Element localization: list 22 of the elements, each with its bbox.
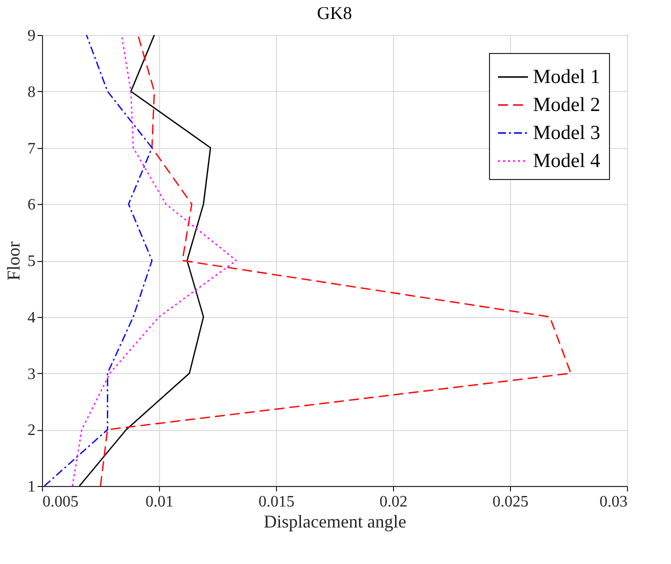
x-tick-label: 0.02	[380, 494, 408, 510]
x-tick-label: 0.005	[42, 494, 78, 510]
x-tick-label: 0.03	[600, 494, 628, 510]
legend-label: Model 3	[533, 122, 600, 144]
y-tick-label: 1	[28, 478, 36, 496]
legend-label: Model 1	[533, 66, 600, 88]
y-tick-label: 3	[28, 366, 36, 383]
y-tick-label: 6	[28, 196, 36, 214]
y-tick-label: 7	[28, 140, 36, 158]
y-tick-label: 8	[28, 84, 36, 101]
legend-label: Model 4	[533, 150, 600, 172]
y-tick-label: 5	[28, 253, 36, 270]
legend-label: Model 2	[533, 94, 600, 116]
x-tick-label: 0.01	[146, 494, 174, 510]
y-tick-label: 4	[28, 309, 36, 326]
x-tick-label: 0.025	[492, 494, 528, 510]
y-tick-label: 2	[28, 422, 36, 440]
x-axis-title: Displacement angle	[264, 512, 406, 532]
chart-title: GK8	[317, 3, 352, 23]
x-tick-label: 0.015	[258, 494, 294, 510]
y-axis-title: Floor	[4, 241, 24, 281]
y-tick-label: 9	[28, 28, 36, 44]
